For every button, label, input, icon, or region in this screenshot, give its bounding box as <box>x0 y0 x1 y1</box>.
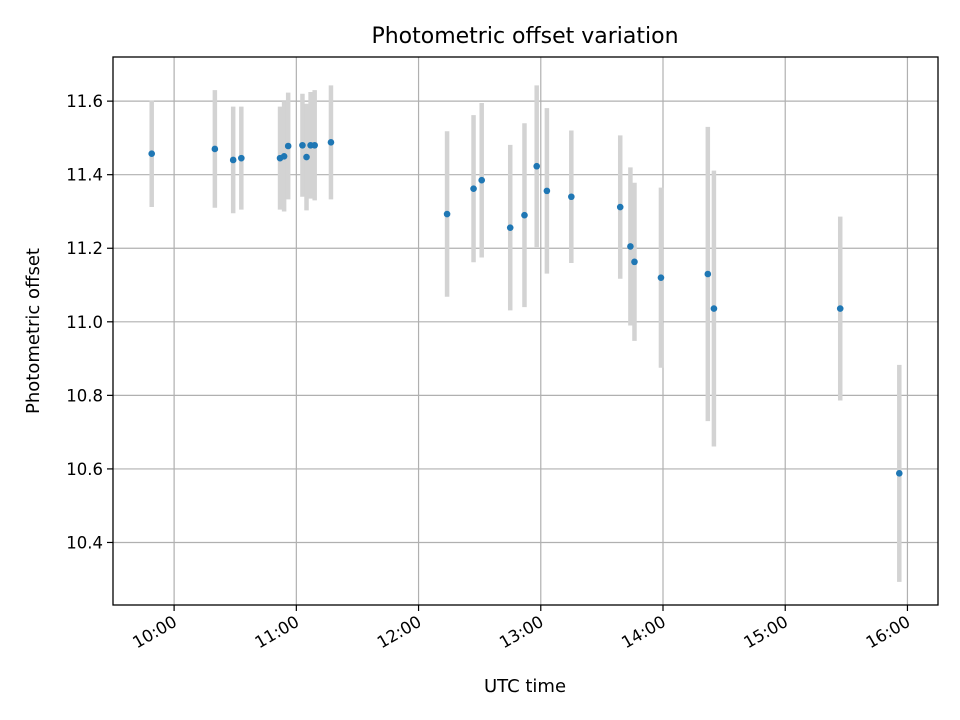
x-tick-label: 16:00 <box>863 612 914 652</box>
plot-frame <box>112 56 939 606</box>
x-tick-label: 10:00 <box>129 612 180 652</box>
point-layer <box>148 139 903 477</box>
data-point <box>568 193 575 201</box>
data-point <box>299 141 306 149</box>
data-point <box>631 258 638 266</box>
data-point <box>303 153 310 161</box>
x-tick-label: 13:00 <box>496 612 547 652</box>
data-point <box>506 224 514 231</box>
x-tick-label: 14:00 <box>618 612 669 652</box>
data-point <box>657 274 665 281</box>
data-point <box>327 139 335 146</box>
data-point <box>627 243 634 250</box>
data-point <box>280 153 288 160</box>
data-point <box>229 156 237 164</box>
data-point <box>470 185 477 192</box>
y-tick-label: 11.2 <box>66 239 103 258</box>
data-point <box>616 203 624 211</box>
data-point <box>543 187 551 195</box>
data-point <box>148 150 156 158</box>
chart-title: Photometric offset variation <box>371 24 678 49</box>
data-point <box>211 145 219 153</box>
y-axis-ticks: 10.4 10.6 10.8 11.0 11.2 11.4 11.6 <box>66 92 113 552</box>
data-point <box>311 141 318 149</box>
x-tick-label: 11:00 <box>252 612 303 652</box>
x-tick-label: 15:00 <box>741 612 792 652</box>
data-point <box>710 305 718 312</box>
data-point <box>443 210 451 218</box>
errorbar-layer <box>149 85 902 582</box>
x-axis-label: UTC time <box>484 676 566 697</box>
data-point <box>521 211 528 219</box>
y-axis-label: Photometric offset <box>23 248 44 414</box>
data-point <box>238 154 245 162</box>
y-tick-label: 11.0 <box>66 313 103 332</box>
data-point <box>284 142 292 150</box>
data-point <box>836 305 844 312</box>
y-tick-label: 11.6 <box>66 92 103 111</box>
data-point <box>533 162 541 170</box>
y-tick-label: 10.8 <box>66 386 103 405</box>
y-tick-label: 11.4 <box>66 166 103 185</box>
y-tick-label: 10.4 <box>66 533 103 552</box>
x-tick-label: 12:00 <box>374 612 425 652</box>
data-point <box>895 470 903 477</box>
x-axis-ticks: 10:00 11:00 12:00 13:00 14:00 15:00 16:00 <box>129 605 913 652</box>
y-tick-label: 10.6 <box>66 460 103 479</box>
data-point <box>478 176 486 184</box>
data-point <box>704 270 712 278</box>
